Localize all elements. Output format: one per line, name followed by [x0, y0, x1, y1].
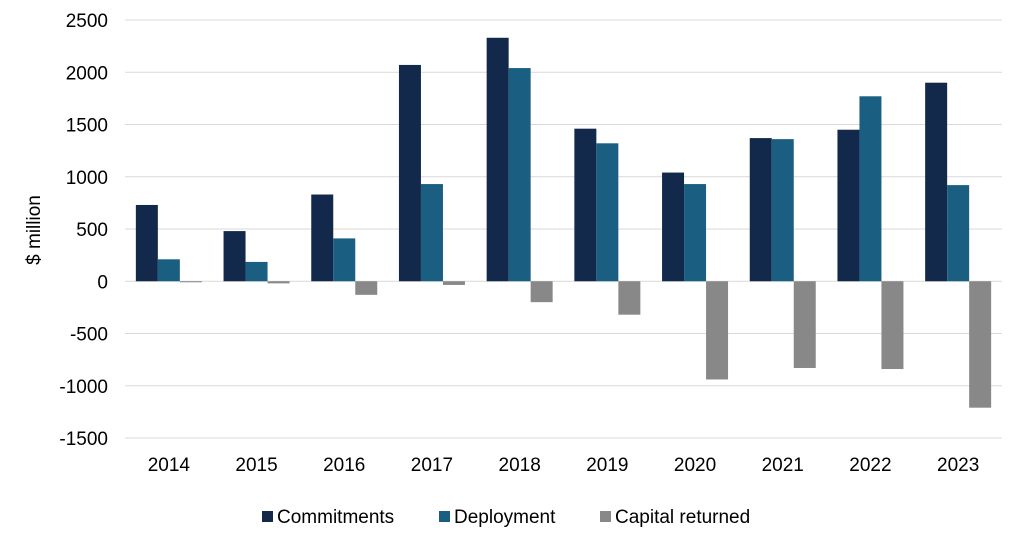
bar-deployment-2017 — [420, 184, 443, 282]
legend-label: Commitments — [277, 507, 394, 528]
x-tick-label: 2017 — [411, 455, 453, 476]
x-tick-label: 2023 — [937, 455, 979, 476]
legend-swatch — [262, 511, 273, 522]
bar-deployment-2023 — [947, 185, 970, 282]
bar-deployment-2022 — [859, 96, 882, 282]
x-tick-label: 2018 — [499, 455, 541, 476]
legend-label: Deployment — [454, 507, 556, 528]
bar-capital-returned-2014 — [179, 281, 202, 283]
bar-capital-returned-2018 — [530, 281, 553, 303]
bar-commitments-2015 — [223, 231, 246, 282]
y-tick-label: -500 — [70, 325, 108, 346]
legend-swatch — [600, 511, 611, 522]
y-tick-label: -1000 — [59, 377, 108, 398]
bar-capital-returned-2023 — [969, 281, 992, 408]
bar-capital-returned-2020 — [706, 281, 729, 380]
y-tick-label: 500 — [76, 220, 108, 241]
bar-commitments-2019 — [574, 128, 597, 282]
bars — [135, 37, 992, 408]
x-tick-label: 2019 — [586, 455, 628, 476]
legend-item: Deployment — [439, 507, 556, 528]
x-tick-label: 2020 — [674, 455, 716, 476]
bar-deployment-2014 — [157, 259, 180, 282]
bar-deployment-2015 — [245, 261, 268, 282]
bar-deployment-2016 — [333, 238, 356, 282]
y-tick-label: 2500 — [66, 11, 108, 32]
x-tick-label: 2016 — [323, 455, 365, 476]
bar-commitments-2018 — [486, 37, 509, 282]
bar-capital-returned-2015 — [267, 281, 290, 284]
bar-commitments-2016 — [311, 194, 334, 282]
bar-capital-returned-2019 — [618, 281, 641, 315]
bar-commitments-2023 — [925, 82, 948, 282]
x-tick-label: 2014 — [148, 455, 191, 476]
bar-commitments-2021 — [749, 138, 772, 282]
x-tick-label: 2022 — [849, 455, 891, 476]
bar-capital-returned-2022 — [881, 281, 904, 370]
y-tick-label: 1500 — [66, 116, 108, 137]
legend-label: Capital returned — [615, 507, 750, 528]
bar-deployment-2018 — [508, 68, 531, 282]
x-tick-label: 2015 — [235, 455, 277, 476]
y-axis-title: $ million — [24, 195, 45, 265]
y-axis-ticks: 2500 2000 1500 1000 500 0 -500 -1000 -1500 — [59, 11, 108, 450]
bar-capital-returned-2017 — [442, 281, 465, 285]
x-axis-ticks: 2014 2015 2016 2017 2018 2019 2020 2021 2022 2023 — [148, 455, 980, 476]
bar-deployment-2020 — [684, 184, 707, 282]
bar-commitments-2022 — [837, 129, 860, 282]
bar-deployment-2021 — [771, 139, 794, 282]
bar-deployment-2019 — [596, 143, 619, 282]
y-tick-label: 0 — [97, 272, 108, 293]
bar-commitments-2014 — [135, 204, 158, 282]
bar-capital-returned-2016 — [355, 281, 378, 295]
x-tick-label: 2021 — [762, 455, 804, 476]
bar-commitments-2020 — [662, 172, 685, 282]
y-tick-label: 2000 — [66, 63, 108, 84]
y-tick-label: 1000 — [66, 168, 108, 189]
legend: Commitments Deployment Capital returned — [262, 507, 750, 528]
y-tick-label: -1500 — [59, 429, 108, 450]
legend-item: Capital returned — [600, 507, 750, 528]
bar-commitments-2017 — [398, 64, 421, 282]
legend-swatch — [439, 511, 450, 522]
legend-item: Commitments — [262, 507, 394, 528]
bar-capital-returned-2021 — [793, 281, 816, 368]
